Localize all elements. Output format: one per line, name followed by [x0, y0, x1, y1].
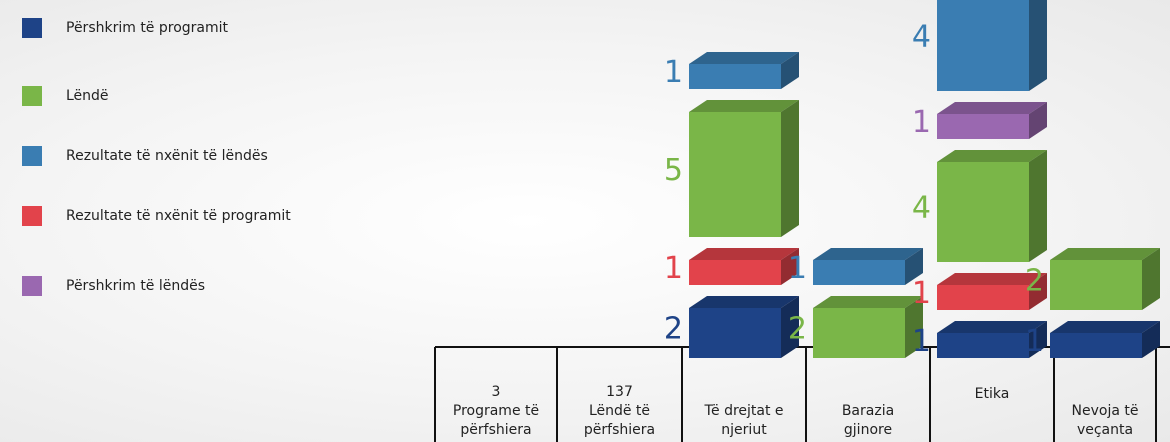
bar-top — [1050, 248, 1160, 260]
bar-segment — [937, 321, 1047, 358]
value-label: 4 — [912, 191, 931, 226]
bar-segment — [813, 296, 923, 358]
value-label: 1 — [912, 324, 931, 359]
bar-top — [813, 296, 923, 308]
legend-label: Përshkrim të programit — [66, 20, 229, 36]
bar-front — [1050, 333, 1142, 358]
bar-segment — [689, 100, 799, 237]
bar-top — [689, 296, 799, 308]
bar-segment — [1050, 321, 1160, 358]
bar-side — [781, 248, 799, 285]
value-label: 5 — [664, 153, 683, 188]
bar-top — [1050, 321, 1160, 333]
legend-label: Rezultate të nxënit të lëndës — [66, 148, 268, 164]
bar-front — [1050, 260, 1142, 310]
bar-side — [781, 52, 799, 89]
legend-swatch — [22, 146, 42, 166]
bar-front — [937, 114, 1029, 139]
bar-front — [689, 112, 781, 237]
bar-front — [937, 333, 1029, 358]
bar-top — [937, 273, 1047, 285]
bar-side — [1029, 0, 1047, 91]
bar-segment — [689, 296, 799, 358]
bar-segment — [689, 52, 799, 89]
bar-segment — [813, 248, 923, 285]
value-label: 2 — [788, 312, 807, 347]
legend-label: Lëndë — [66, 88, 109, 104]
category-cell: Barazia gjinore — [841, 403, 895, 438]
bar-top — [937, 150, 1047, 162]
value-label: 1 — [912, 276, 931, 311]
bar-side — [905, 296, 923, 358]
bar-segment — [937, 102, 1047, 139]
bar-top — [689, 248, 799, 260]
bar-side — [1029, 102, 1047, 139]
bar-side — [1029, 273, 1047, 310]
bar-top — [689, 100, 799, 112]
bar-side — [1142, 321, 1160, 358]
bar-segment — [937, 273, 1047, 310]
bar-top — [937, 321, 1047, 333]
bar-side — [1029, 321, 1047, 358]
legend-swatch — [22, 86, 42, 106]
category-cell: Etika — [974, 385, 1010, 402]
bar-side — [781, 296, 799, 358]
bar-top — [813, 248, 923, 260]
bar-side — [1029, 150, 1047, 262]
category-cell: 3 Programe të përfshiera — [452, 384, 540, 438]
value-label: 1 — [1025, 324, 1044, 359]
bar-side — [781, 100, 799, 237]
bar-top — [937, 102, 1047, 114]
bar-segment — [689, 248, 799, 285]
bar-front — [937, 162, 1029, 262]
bar-front — [937, 285, 1029, 310]
bar-segment — [937, 0, 1047, 91]
value-label: 2 — [664, 312, 683, 347]
bar-front — [937, 0, 1029, 91]
category-cell: 137 Lëndë të përfshiera — [583, 384, 656, 438]
bar-side — [1142, 248, 1160, 310]
value-label: 1 — [664, 55, 683, 90]
legend-label: Përshkrim të lëndës — [66, 278, 205, 294]
legend-swatch — [22, 206, 42, 226]
category-cell: Të drejtat e njeriut — [704, 403, 784, 438]
value-label: 2 — [1025, 264, 1044, 299]
legend-label: Rezultate të nxënit të programit — [66, 208, 291, 224]
bar-side — [905, 248, 923, 285]
value-label: 1 — [912, 105, 931, 140]
value-label: 4 — [912, 20, 931, 55]
bar-front — [689, 64, 781, 89]
legend-swatch — [22, 18, 42, 38]
bar-front — [813, 308, 905, 358]
bar-front — [689, 308, 781, 358]
bar-segment — [1050, 248, 1160, 310]
bar-front — [689, 260, 781, 285]
value-label: 1 — [664, 251, 683, 286]
bar-front — [813, 260, 905, 285]
bar-segment — [937, 150, 1047, 262]
legend-swatch — [22, 276, 42, 296]
category-cell: Nevoja të veçanta — [1071, 403, 1139, 438]
value-label: 1 — [788, 251, 807, 286]
bar-top — [689, 52, 799, 64]
